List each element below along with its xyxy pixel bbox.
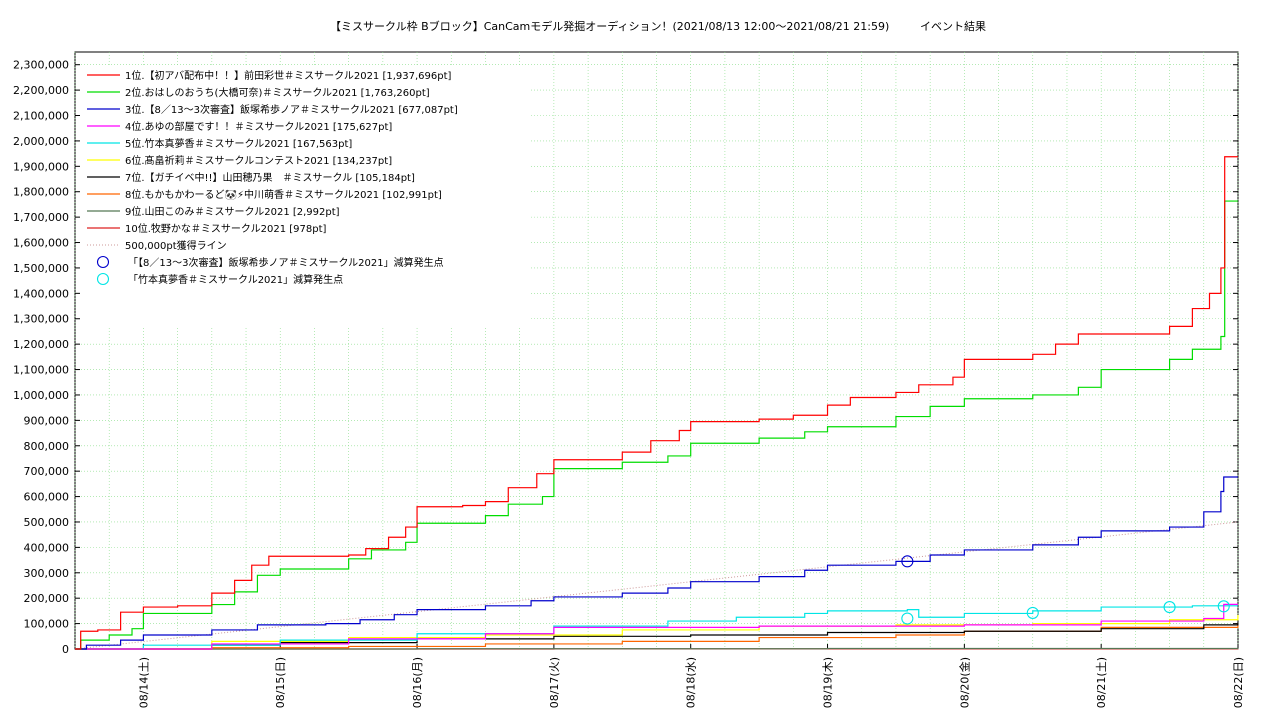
y-tick-label: 500,000	[24, 516, 70, 529]
y-tick-label: 900,000	[24, 414, 70, 427]
chart-title: 【ミスサークル枠 Bブロック】CanCamモデル発掘オーディション！(2021/…	[330, 19, 889, 33]
legend-marker-2	[96, 272, 110, 286]
y-tick-label: 0	[62, 643, 69, 656]
chart-subtitle: イベント結果	[920, 19, 986, 33]
reduction-marker-2	[1026, 606, 1039, 619]
series-line-4	[75, 603, 1238, 650]
y-tick-label: 1,600,000	[13, 237, 69, 250]
x-tick-label: 08/15(日)	[274, 657, 287, 708]
series-group	[75, 156, 1239, 650]
y-tick-label: 1,100,000	[13, 364, 69, 377]
x-tick-label: 08/14(土)	[137, 657, 150, 708]
reduction-marker-2	[901, 612, 914, 625]
x-tick-label: 08/16(月)	[411, 657, 424, 708]
y-axis: 0 100,000 200,000 300,000 400,000 500,000 600,…	[13, 59, 1238, 656]
legend-label-10: 10位.牧野かな＃ミスサークル2021 [978pt]	[125, 222, 326, 235]
y-tick-label: 800,000	[24, 440, 70, 453]
x-axis: 08/14(土) 08/15(日) 08/16(月) 08/17(火) 08/18(水)…	[137, 644, 1245, 708]
y-tick-label: 1,000,000	[13, 389, 69, 402]
y-tick-label: 1,500,000	[13, 262, 69, 275]
y-tick-label: 300,000	[24, 567, 70, 580]
reduction-marker-1	[901, 555, 914, 568]
y-tick-label: 1,400,000	[13, 287, 69, 300]
y-tick-label: 700,000	[24, 465, 70, 478]
legend-marker-label-2: 「竹本真夢香＃ミスサークル2021」減算発生点	[128, 273, 343, 286]
x-tick-label: 08/17(火)	[548, 657, 561, 708]
legend-label-9: 9位.山田このみ＃ミスサークル2021 [2,992pt]	[125, 205, 340, 218]
reduction-marker-2	[1163, 601, 1176, 614]
legend-label-4: 4位.あゆの部屋です！！＃ミスサークル2021 [175,627pt]	[125, 120, 392, 133]
series-line-5	[75, 605, 1238, 650]
x-tick-label: 08/20(金)	[957, 657, 971, 708]
legend-label-2: 2位.おはしのおうち(大橋可奈)＃ミスサークル2021 [1,763,260pt…	[125, 86, 430, 99]
y-tick-label: 2,300,000	[13, 59, 69, 72]
legend-label-7: 7位.【ガチイベ中!!】山田穂乃果 ＃ミスサークル [105,184pt]	[125, 171, 415, 184]
y-tick-label: 400,000	[24, 541, 70, 554]
y-tick-label: 1,900,000	[13, 160, 69, 173]
x-tick-label: 08/19(木)	[822, 657, 835, 708]
y-tick-label: 1,700,000	[13, 211, 69, 224]
y-tick-label: 1,200,000	[13, 338, 69, 351]
legend-label-6: 6位.髙畠祈莉＃ミスサークルコンテスト2021 [134,237pt]	[125, 154, 392, 167]
legend-background	[80, 66, 530, 328]
legend-label-5: 5位.竹本真夢香＃ミスサークル2021 [167,563pt]	[125, 137, 352, 150]
legend-marker-label-1: 「【8／13～3次審査】飯塚希歩ノア＃ミスサークル2021」減算発生点	[128, 256, 444, 269]
legend-label-3: 3位.【8／13～3次審査】飯塚希歩ノア＃ミスサークル2021 [677,087…	[125, 103, 458, 116]
y-tick-label: 1,300,000	[13, 313, 69, 326]
series-line-2	[75, 200, 1238, 650]
legend-label-1: 1位.【初アバ配布中！！】前田彩世＃ミスサークル2021 [1,937,696p…	[125, 69, 452, 82]
series-line-9	[75, 647, 1239, 650]
x-tick-label: 08/21(土)	[1095, 657, 1108, 708]
marker-group	[901, 555, 1230, 625]
y-tick-label: 2,200,000	[13, 84, 69, 97]
y-tick-label: 1,800,000	[13, 186, 69, 199]
y-tick-label: 2,100,000	[13, 110, 69, 123]
series-line-3	[75, 476, 1238, 650]
x-tick-label: 08/22(日)	[1232, 657, 1245, 708]
y-tick-label: 600,000	[24, 491, 70, 504]
y-tick-label: 200,000	[24, 592, 70, 605]
y-tick-label: 100,000	[24, 618, 70, 631]
legend: 1位.【初アバ配布中！！】前田彩世＃ミスサークル2021 [1,937,696p…	[80, 66, 530, 328]
series-line-1	[75, 156, 1238, 650]
legend-marker-1	[96, 255, 110, 269]
legend-label-8: 8位.もかもかわーるど🐼⚡中川萌香＃ミスサークル2021 [102,991pt]	[125, 188, 442, 201]
x-tick-label: 08/18(水)	[685, 657, 698, 708]
legend-label-reference: 500,000pt獲得ライン	[125, 239, 227, 252]
reduction-marker-2	[1217, 600, 1230, 613]
y-tick-label: 2,000,000	[13, 135, 69, 148]
